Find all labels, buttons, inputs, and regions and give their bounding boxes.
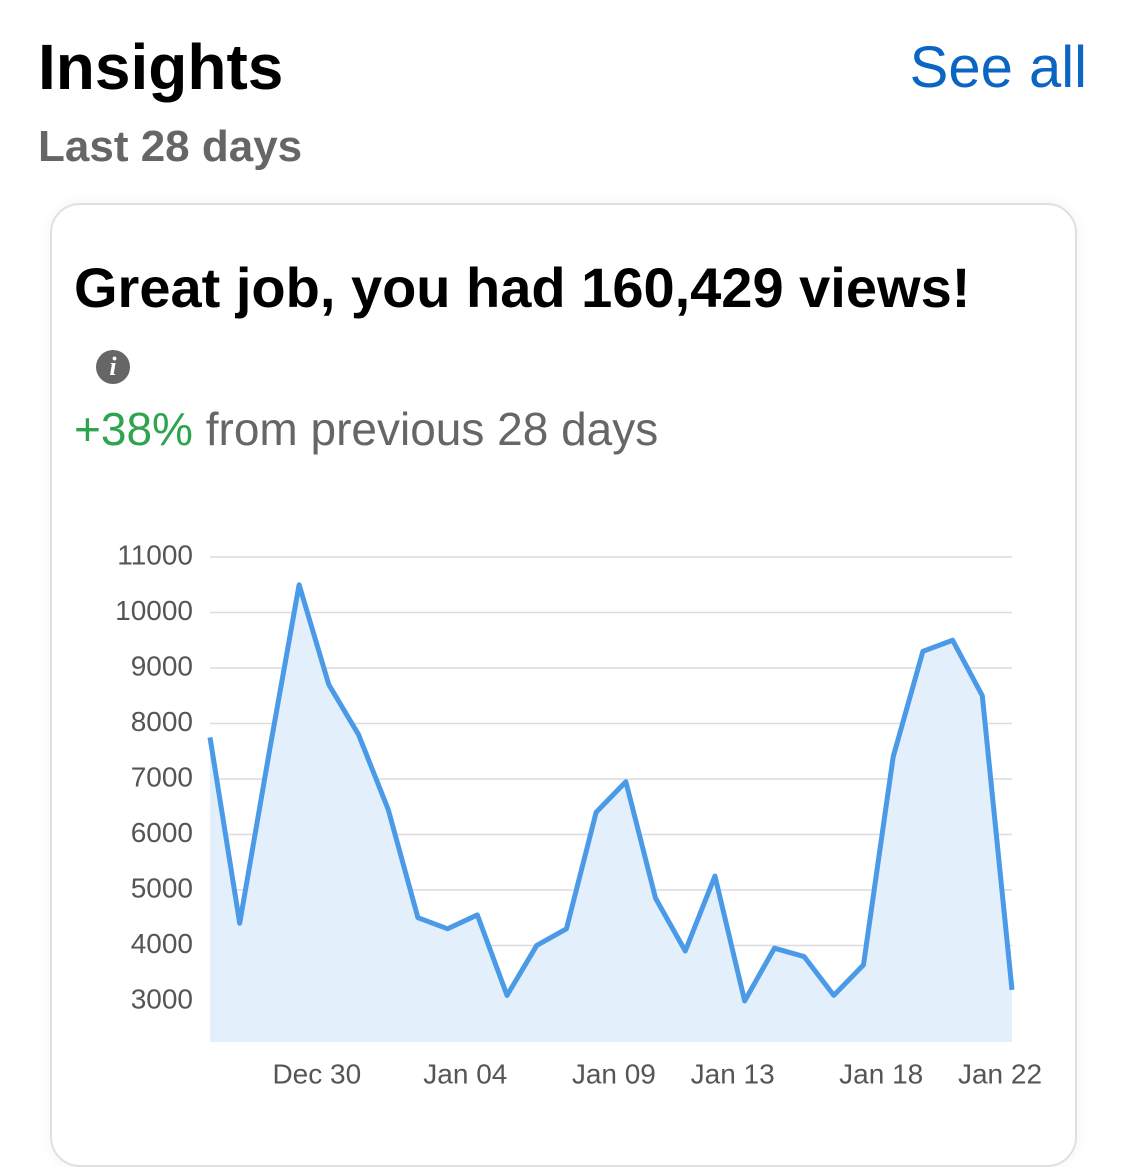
change-line: +38% from previous 28 days [74,402,658,456]
y-tick-label: 9000 [131,650,193,681]
y-tick-label: 3000 [131,983,193,1014]
x-tick-label: Jan 22 [958,1058,1042,1089]
area [210,584,1012,1042]
y-tick-label: 6000 [131,817,193,848]
x-tick-label: Jan 13 [691,1058,775,1089]
headline: Great job, you had 160,429 views! i [74,250,974,400]
y-tick-label: 8000 [131,706,193,737]
title: Insights [38,31,284,103]
change-text: from previous 28 days [205,403,659,455]
y-tick-label: 7000 [131,761,193,792]
page: {"header": {"title": "Insights", "link":… [38,31,1087,1167]
headline-text: Great job, you had 160,429 views! [74,256,971,319]
x-tick-label: Jan 09 [572,1058,656,1089]
y-tick-label: 5000 [131,872,193,903]
plot: 3000 4000 5000 6000 7000 8000 9000 10000 11000 De… [115,539,1042,1089]
y-tick-label: 11000 [117,539,193,570]
y-tick-label: 10000 [115,595,193,626]
info-icon[interactable]: i [96,350,130,385]
x-tick-label: Dec 30 [272,1058,361,1089]
subtitle: Last 28 days [38,122,303,171]
y-tick-label: 4000 [131,928,193,959]
chart: 3000 4000 5000 6000 7000 8000 9000 10000 11000 De… [115,539,1042,1089]
x-tick-label: Jan 18 [839,1058,923,1089]
see-all-link[interactable]: See all [909,35,1087,100]
x-tick-label: Jan 04 [423,1058,507,1089]
line [207,582,1015,1004]
change-value: +38% [74,403,193,455]
